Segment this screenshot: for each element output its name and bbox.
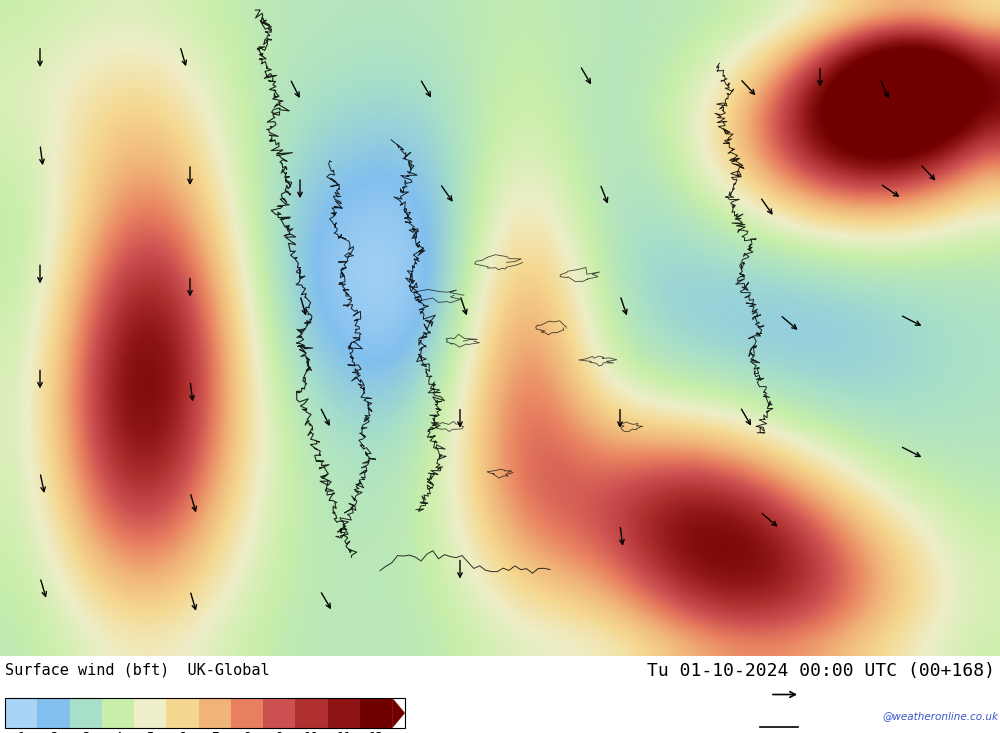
Text: 1: 1: [17, 732, 25, 733]
Text: 2: 2: [50, 732, 57, 733]
Bar: [263, 698, 295, 729]
Text: 3: 3: [82, 732, 89, 733]
Text: 12: 12: [368, 732, 383, 733]
Text: @weatheronline.co.uk: @weatheronline.co.uk: [882, 711, 998, 721]
Text: 5: 5: [146, 732, 154, 733]
Text: Surface wind (bft)  UK-Global: Surface wind (bft) UK-Global: [5, 662, 270, 677]
Bar: [360, 698, 392, 729]
Bar: [5, 698, 37, 729]
Text: 4: 4: [114, 732, 122, 733]
Text: 7: 7: [211, 732, 218, 733]
Text: 6: 6: [179, 732, 186, 733]
Bar: [199, 698, 231, 729]
Bar: [134, 698, 166, 729]
Polygon shape: [392, 698, 405, 729]
Bar: [70, 698, 102, 729]
Bar: [102, 698, 134, 729]
Bar: [328, 698, 360, 729]
Bar: [295, 698, 328, 729]
Bar: [166, 698, 199, 729]
Text: 8: 8: [243, 732, 251, 733]
Text: 11: 11: [336, 732, 351, 733]
Text: 9: 9: [275, 732, 283, 733]
Bar: [37, 698, 70, 729]
Bar: [231, 698, 263, 729]
Bar: [5, 698, 405, 729]
Text: 10: 10: [304, 732, 319, 733]
Text: Tu 01-10-2024 00:00 UTC (00+168): Tu 01-10-2024 00:00 UTC (00+168): [647, 662, 995, 680]
